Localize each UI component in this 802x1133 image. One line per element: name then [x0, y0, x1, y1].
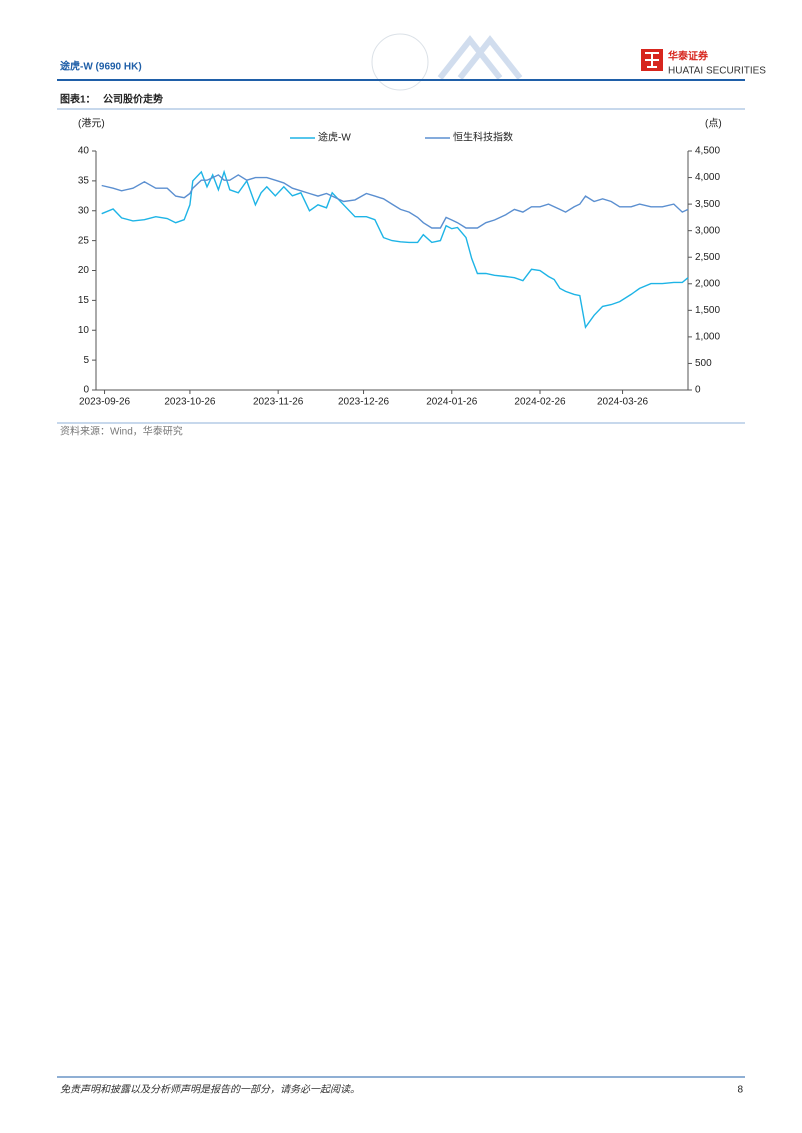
logo: 华泰证券 HUATAI SECURITIES: [641, 49, 766, 77]
y2-tick-label: 0: [695, 385, 701, 396]
y2-tick-label: 4,500: [695, 146, 720, 157]
y-tick-label: 20: [78, 265, 90, 276]
source-note: 资料来源：Wind，华泰研究: [60, 425, 183, 438]
y-tick-label: 40: [78, 146, 90, 157]
y-axis-title: (港元): [78, 118, 105, 130]
y2-tick-label: 4,000: [695, 172, 720, 183]
header-title: 途虎-W (9690 HK): [60, 60, 142, 73]
logo-name: 华泰证券: [668, 50, 709, 63]
x-tick-label: 2024-03-26: [597, 397, 649, 408]
page-number: 8: [737, 1085, 743, 1096]
x-tick-label: 2023-12-26: [338, 397, 390, 408]
y2-tick-label: 3,500: [695, 199, 720, 210]
figure-title: 公司股价走势: [103, 93, 163, 106]
y-tick-label: 30: [78, 205, 90, 216]
x-tick-label: 2023-11-26: [253, 397, 304, 408]
y2-tick-label: 3,000: [695, 225, 720, 236]
y2-tick-label: 2,000: [695, 278, 720, 289]
legend-label: 恒生科技指数: [453, 131, 513, 144]
y-tick-label: 35: [78, 176, 90, 187]
chart: 0 5 10 15 20 25 30 35 40 0 500 1,000 1,500 2,000 2,500…: [78, 118, 722, 408]
y2-axis-title: (点): [705, 118, 722, 130]
y-tick-label: 15: [78, 295, 90, 306]
y2-tick-label: 2,500: [695, 252, 720, 263]
series-line: [101, 169, 689, 330]
y2-tick-label: 1,000: [695, 332, 720, 343]
logo-subtitle: HUATAI SECURITIES: [668, 66, 766, 77]
x-tick-label: 2023-10-26: [164, 397, 216, 408]
x-tick-label: 2024-02-26: [514, 397, 566, 408]
footer-disclaimer: 免责声明和披露以及分析师声明是报告的一部分，请务必一起阅读。: [60, 1084, 360, 1096]
x-tick-label: 2024-01-26: [426, 397, 478, 408]
y-tick-label: 10: [78, 325, 90, 336]
y2-tick-label: 1,500: [695, 305, 720, 316]
y-tick-label: 0: [83, 385, 89, 396]
y-tick-label: 25: [78, 235, 90, 246]
y2-tick-label: 500: [695, 358, 712, 369]
legend-label: 途虎-W: [318, 131, 351, 144]
figure-label: 图表1：: [60, 93, 96, 106]
x-tick-label: 2023-09-26: [79, 397, 131, 408]
series-line: [101, 174, 689, 229]
y-tick-label: 5: [83, 355, 89, 366]
header-decoration: [371, 33, 523, 91]
